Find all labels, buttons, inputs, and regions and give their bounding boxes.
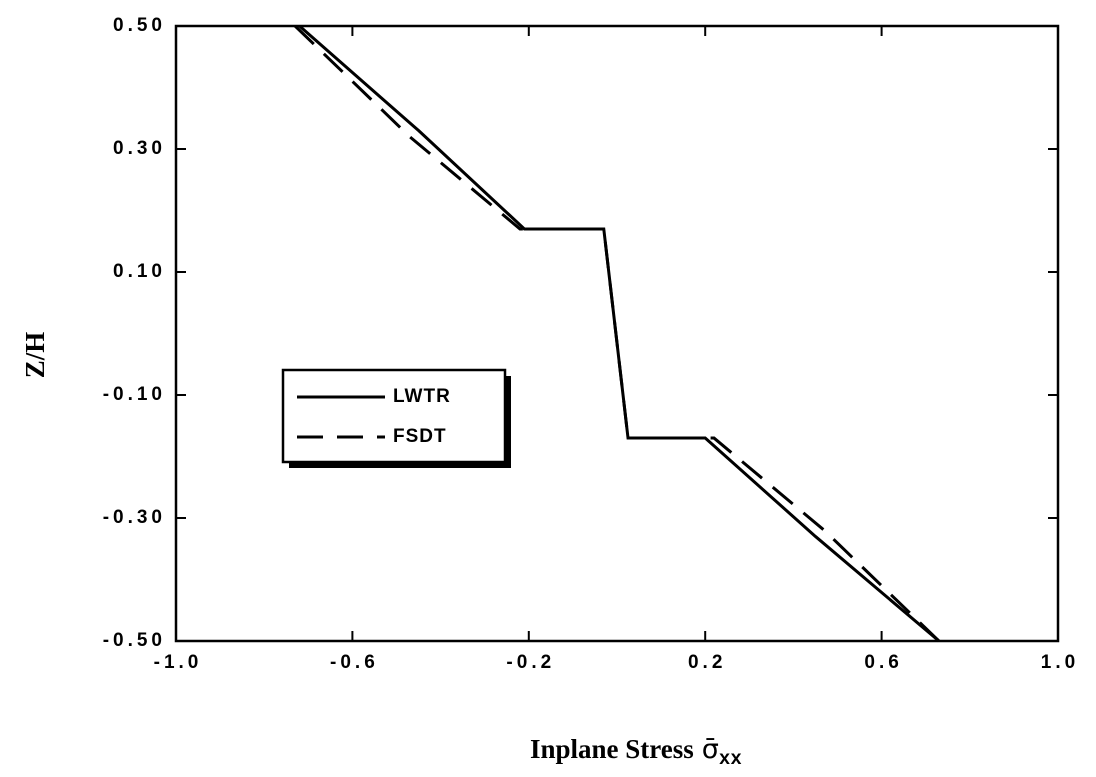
x-tick-label: -1.0 [154, 652, 203, 673]
plot-frame [174, 24, 1060, 643]
y-tick-label: -0.50 [103, 630, 166, 651]
x-axis-title-text: Inplane Stress [530, 734, 694, 764]
y-tick-label: -0.30 [103, 507, 166, 528]
y-axis-title: Z/H [20, 332, 50, 379]
x-tick-label: -0.6 [330, 652, 379, 673]
legend-label: FSDT [393, 426, 447, 447]
x-tick-label: 1.0 [1041, 652, 1079, 673]
x-tick-label: 0.6 [864, 652, 902, 673]
line [294, 24, 940, 643]
x-axis-subscript: xx [719, 748, 742, 770]
x-tick-label: -0.2 [506, 652, 555, 673]
x-axis-title: Inplane Stress σ̄xx [530, 734, 742, 770]
y-tick-label: 0.50 [113, 15, 166, 36]
x-tick-label: 0.2 [688, 652, 726, 673]
y-tick-label: 0.10 [113, 261, 166, 282]
y-tick-label: -0.10 [103, 384, 166, 405]
x-axis-symbol: σ̄ [702, 734, 719, 765]
legend-label: LWTR [393, 386, 451, 407]
legend-box [281, 368, 507, 464]
y-tick-label: 0.30 [113, 138, 166, 159]
legend [281, 368, 511, 468]
